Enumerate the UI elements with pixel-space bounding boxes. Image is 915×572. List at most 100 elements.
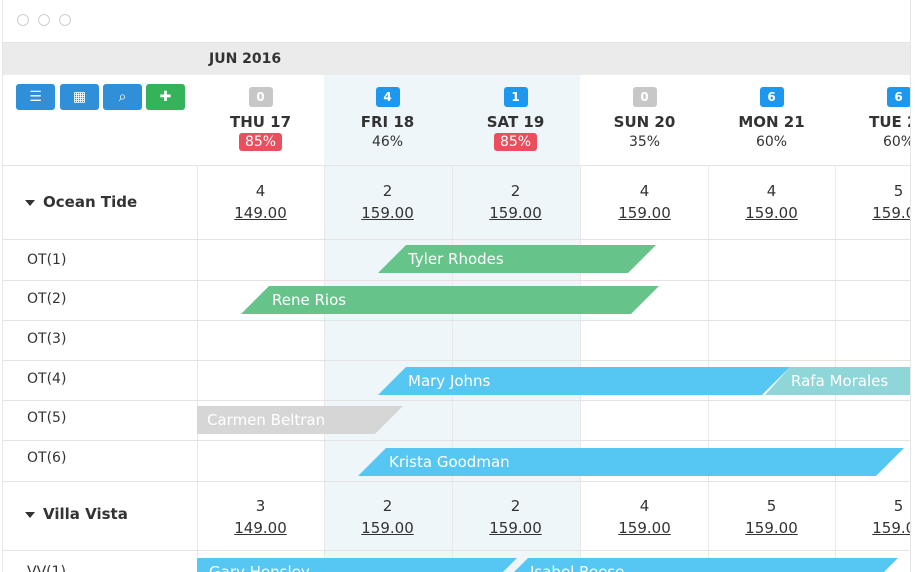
- room-label: VV(1): [27, 564, 66, 572]
- booking-bar[interactable]: Isabel Reese: [500, 558, 898, 572]
- price-link[interactable]: 159.00: [745, 519, 798, 537]
- row-divider: [3, 165, 910, 166]
- price-link[interactable]: 159.00: [618, 204, 671, 222]
- arrivals-badge: 6: [886, 87, 910, 107]
- arrivals-badge: 4: [375, 87, 400, 107]
- availability: 5: [893, 497, 904, 515]
- day-name: TUE 22: [869, 113, 910, 131]
- occupancy: 85%: [452, 133, 579, 151]
- guest-name: Rene Rios: [272, 291, 347, 309]
- day-name: MON 21: [738, 113, 805, 131]
- occupancy: 60%: [755, 134, 788, 150]
- day-header[interactable]: 0 THU 17 85%: [197, 86, 324, 151]
- availability: 2: [382, 497, 393, 515]
- occupancy: 85%: [197, 133, 324, 151]
- booking-bar[interactable]: Gary Hensley: [197, 558, 517, 572]
- occupancy: 60%: [882, 134, 911, 150]
- booking-bar[interactable]: Rene Rios: [241, 286, 659, 314]
- row-divider: [3, 550, 910, 551]
- rate-cell[interactable]: 5 159.00: [835, 182, 910, 222]
- rate-cell[interactable]: 4 159.00: [581, 182, 708, 222]
- availability: 3: [255, 497, 266, 515]
- guest-name: Isabel Reese: [530, 563, 625, 572]
- rate-cell[interactable]: 4 159.00: [581, 497, 708, 537]
- row-divider: [3, 239, 910, 240]
- arrivals-badge: 1: [503, 87, 528, 107]
- group-toggle-villa-vista[interactable]: Villa Vista: [25, 505, 128, 523]
- guest-name: Krista Goodman: [389, 453, 510, 471]
- booking-bar[interactable]: Tyler Rhodes: [378, 245, 656, 273]
- minimize-window-button[interactable]: [38, 14, 50, 26]
- price-link[interactable]: 159.00: [872, 519, 910, 537]
- booking-bar[interactable]: Rafa Morales: [765, 367, 910, 395]
- row-divider: [3, 280, 910, 281]
- group-name: Villa Vista: [43, 505, 128, 523]
- price-link[interactable]: 149.00: [234, 204, 287, 222]
- menu-button[interactable]: ☰: [16, 84, 55, 110]
- room-label: OT(6): [27, 450, 67, 466]
- price-link[interactable]: 159.00: [361, 519, 414, 537]
- day-header[interactable]: 6 TUE 22 60%: [835, 86, 911, 150]
- booking-bar[interactable]: Carmen Beltran: [197, 406, 403, 434]
- row-divider: [3, 360, 910, 361]
- availability: 2: [510, 182, 521, 200]
- month-label: JUN 2016: [209, 51, 282, 67]
- menu-icon: ☰: [29, 89, 42, 105]
- price-link[interactable]: 159.00: [745, 204, 798, 222]
- month-bar: JUN 2016: [3, 43, 910, 75]
- calendar-icon: ▦: [72, 89, 87, 105]
- rate-cell[interactable]: 5 159.00: [835, 497, 910, 537]
- row-divider: [3, 481, 910, 482]
- price-link[interactable]: 159.00: [489, 519, 542, 537]
- day-header[interactable]: 0 SUN 20 35%: [581, 86, 708, 150]
- guest-name: Tyler Rhodes: [408, 250, 504, 268]
- guest-name: Carmen Beltran: [207, 411, 326, 429]
- day-header[interactable]: 6 MON 21 60%: [708, 86, 835, 150]
- availability: 4: [255, 182, 266, 200]
- column-divider: [324, 165, 325, 572]
- rate-cell[interactable]: 2 159.00: [324, 182, 451, 222]
- price-link[interactable]: 159.00: [618, 519, 671, 537]
- day-header[interactable]: 1 SAT 19 85%: [452, 86, 579, 151]
- add-booking-button[interactable]: ✚: [146, 84, 185, 110]
- guest-name: Mary Johns: [408, 372, 491, 390]
- rate-cell[interactable]: 3 149.00: [197, 497, 324, 537]
- rate-cell[interactable]: 4 149.00: [197, 182, 324, 222]
- booking-bar[interactable]: Krista Goodman: [358, 448, 904, 476]
- occupancy: 35%: [628, 134, 661, 150]
- rate-cell[interactable]: 2 159.00: [324, 497, 451, 537]
- day-name: SAT 19: [486, 113, 545, 131]
- close-window-button[interactable]: [17, 14, 29, 26]
- arrivals-badge: 0: [632, 87, 657, 107]
- booking-bar[interactable]: Mary Johns: [378, 367, 790, 395]
- caret-down-icon: [25, 199, 35, 206]
- availability: 4: [639, 497, 650, 515]
- rate-cell[interactable]: 2 159.00: [452, 497, 579, 537]
- zoom-window-button[interactable]: [59, 14, 71, 26]
- availability: 5: [893, 182, 904, 200]
- price-link[interactable]: 159.00: [361, 204, 414, 222]
- search-button[interactable]: ⌕: [103, 84, 142, 110]
- availability: 4: [766, 182, 777, 200]
- group-toggle-ocean-tide[interactable]: Ocean Tide: [25, 193, 137, 211]
- calendar-button[interactable]: ▦: [60, 84, 99, 110]
- day-header[interactable]: 4 FRI 18 46%: [324, 86, 451, 150]
- price-link[interactable]: 159.00: [489, 204, 542, 222]
- room-label: OT(5): [27, 410, 67, 426]
- rate-cell[interactable]: 4 159.00: [708, 182, 835, 222]
- room-label: OT(2): [27, 291, 67, 307]
- guest-name: Rafa Morales: [791, 372, 889, 390]
- occupancy: 46%: [371, 134, 404, 150]
- price-link[interactable]: 149.00: [234, 519, 287, 537]
- add-icon: ✚: [159, 89, 172, 105]
- search-icon: ⌕: [118, 89, 127, 105]
- group-name: Ocean Tide: [43, 193, 138, 211]
- room-label: OT(3): [27, 331, 67, 347]
- title-bar: [3, 0, 910, 43]
- row-divider: [3, 320, 910, 321]
- price-link[interactable]: 159.00: [872, 204, 910, 222]
- day-name: FRI 18: [360, 113, 415, 131]
- rate-cell[interactable]: 5 159.00: [708, 497, 835, 537]
- rate-cell[interactable]: 2 159.00: [452, 182, 579, 222]
